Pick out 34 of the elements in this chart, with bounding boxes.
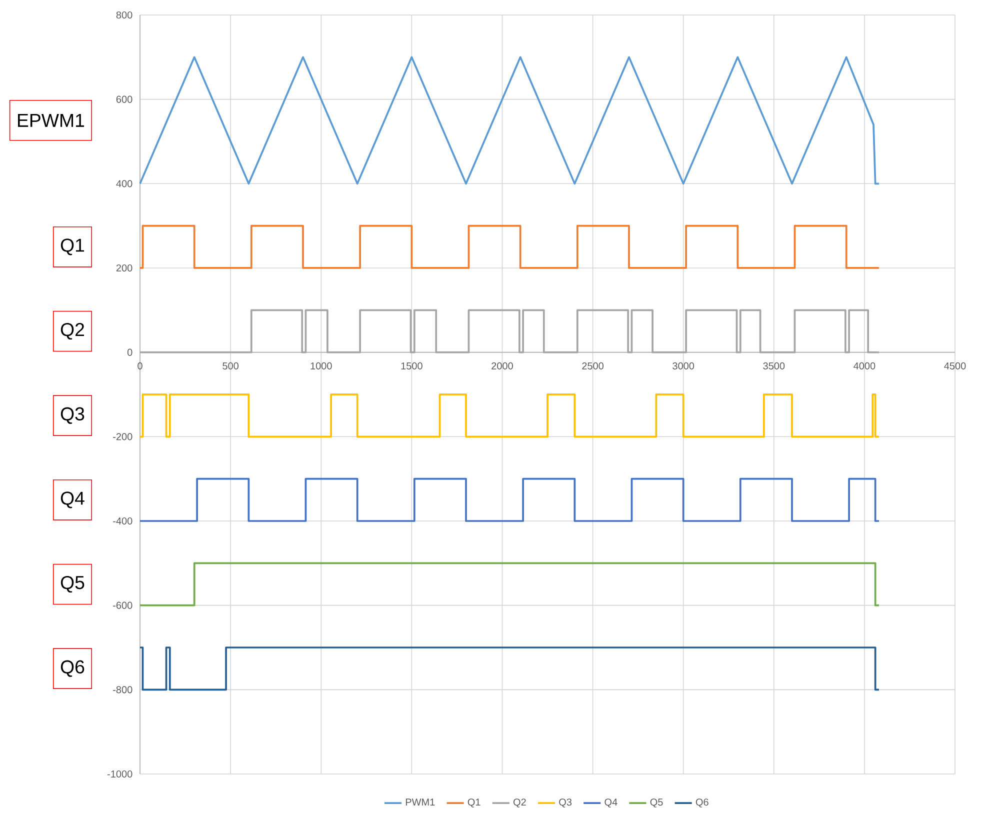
text: EPWM1 xyxy=(18,114,84,127)
x-tick-label: 0 xyxy=(138,362,142,370)
y-tick-label: -800 xyxy=(113,686,132,694)
y-tick-label: 200 xyxy=(116,264,132,272)
x-tick-label: 1000 xyxy=(310,362,332,370)
legend-label: Q4 xyxy=(604,798,618,808)
legend-label: PWM1 xyxy=(406,798,435,806)
x-tick-label: 4000 xyxy=(854,362,876,370)
legend-label: Q6 xyxy=(696,798,708,808)
legend-label: Q3 xyxy=(559,798,572,808)
text: Q1 xyxy=(60,238,84,256)
legend-label: Q1 xyxy=(468,798,480,808)
y-tick-label: 600 xyxy=(116,96,132,103)
y-tick-label: -400 xyxy=(113,517,132,525)
x-tick-label: 500 xyxy=(222,362,238,370)
y-tick-label: -600 xyxy=(113,602,132,609)
y-tick-label: 400 xyxy=(116,180,132,188)
y-tick-label: -1000 xyxy=(107,770,132,778)
text: Q6 xyxy=(60,660,84,677)
x-tick-label: 4500 xyxy=(944,362,966,370)
text: Q5 xyxy=(60,576,84,593)
legend-label: Q2 xyxy=(514,798,526,808)
text: Q2 xyxy=(60,322,84,340)
x-tick-label: 2500 xyxy=(582,362,604,370)
x-tick-label: 3000 xyxy=(672,362,694,370)
y-tick-label: 800 xyxy=(116,11,132,19)
x-tick-label: 1500 xyxy=(401,362,422,370)
x-tick-label: 2000 xyxy=(492,362,513,370)
text: Q4 xyxy=(60,492,84,508)
y-tick-label: -200 xyxy=(113,433,132,440)
text: Q3 xyxy=(60,407,84,424)
x-tick-label: 3500 xyxy=(763,362,785,370)
y-tick-label: 0 xyxy=(127,348,132,356)
legend-label: Q5 xyxy=(650,798,663,808)
